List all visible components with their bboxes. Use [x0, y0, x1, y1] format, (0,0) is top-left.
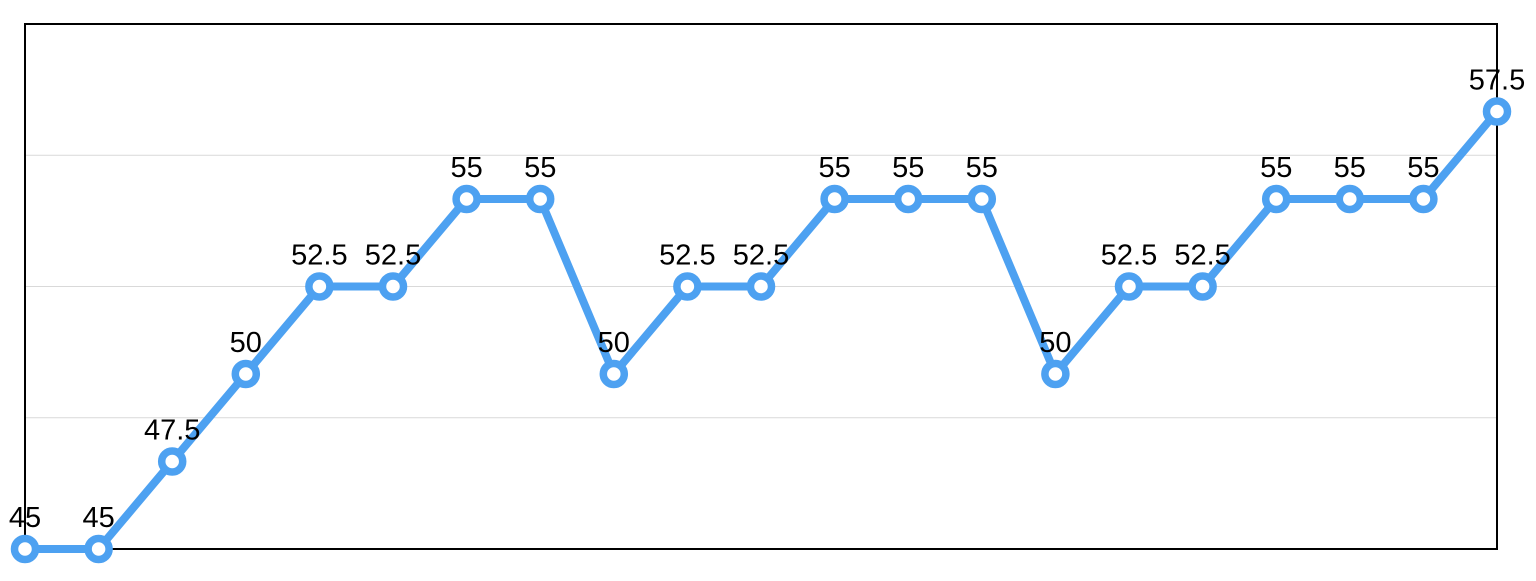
- data-point-marker: [746, 272, 776, 301]
- data-label: 45: [9, 502, 41, 534]
- data-point-marker: [967, 184, 997, 214]
- data-label: 45: [82, 502, 114, 534]
- data-label: 52.5: [291, 240, 347, 272]
- data-label: 50: [1039, 327, 1071, 359]
- data-label: 50: [230, 327, 262, 359]
- data-label: 52.5: [365, 240, 421, 272]
- data-point-marker: [525, 184, 555, 214]
- data-point-marker: [231, 359, 261, 389]
- data-point-marker: [305, 272, 334, 301]
- data-label: 52.5: [1101, 240, 1157, 272]
- plot-frame: [24, 23, 1498, 550]
- data-label: 52.5: [733, 240, 789, 272]
- data-label: 55: [524, 152, 556, 184]
- data-point-marker: [1482, 97, 1512, 126]
- data-label: 55: [818, 152, 850, 184]
- data-point-marker: [452, 184, 481, 214]
- data-point-marker: [599, 359, 629, 389]
- data-label: 55: [966, 152, 998, 184]
- data-point-markers: [10, 97, 1512, 564]
- data-label: 57.5: [1469, 65, 1525, 97]
- data-label: 55: [450, 152, 482, 184]
- data-point-marker: [1188, 272, 1217, 301]
- data-label: 55: [1260, 152, 1292, 184]
- data-point-marker: [1261, 184, 1291, 214]
- plot-border: [24, 23, 1498, 550]
- data-point-marker: [1114, 272, 1144, 301]
- data-labels: 45 45 47.5 50 52.5 52.5 55 55 50 52.5 52.5 55 55 55 50…: [9, 65, 1525, 535]
- data-point-marker: [84, 534, 113, 564]
- data-label: 55: [1334, 152, 1366, 184]
- data-label: 52.5: [659, 240, 715, 272]
- data-label: 47.5: [144, 415, 200, 447]
- data-point-marker: [378, 272, 408, 301]
- data-point-marker: [820, 184, 849, 214]
- data-label: 55: [892, 152, 924, 184]
- data-label: 52.5: [1174, 240, 1230, 272]
- data-point-marker: [10, 534, 40, 564]
- data-label: 55: [1407, 152, 1439, 184]
- data-point-marker: [157, 447, 187, 476]
- data-point-marker: [673, 272, 702, 301]
- data-label: 50: [598, 327, 630, 359]
- data-point-marker: [1409, 184, 1438, 214]
- data-point-marker: [1335, 184, 1365, 214]
- data-point-marker: [893, 184, 923, 214]
- data-point-marker: [1041, 359, 1070, 389]
